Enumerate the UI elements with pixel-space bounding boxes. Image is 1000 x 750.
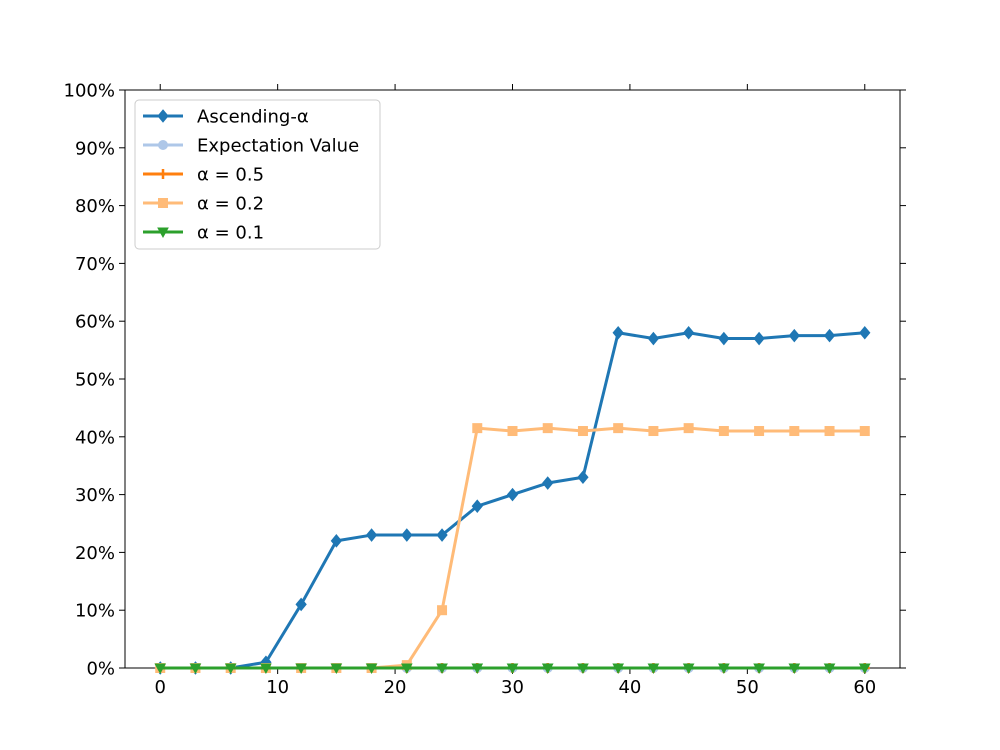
data-point xyxy=(753,331,765,346)
series-3 xyxy=(155,423,870,673)
y-tick-label: 50% xyxy=(75,370,115,391)
data-point xyxy=(577,426,588,437)
data-point xyxy=(471,499,483,513)
data-point xyxy=(647,331,660,346)
data-point xyxy=(330,534,343,548)
data-point xyxy=(436,663,448,675)
y-tick-label: 70% xyxy=(75,254,115,275)
y-axis: 0% 10% 20% 30% 40% 50% 60% 70% 80% 90% 100% xyxy=(64,81,906,680)
data-point xyxy=(189,663,202,675)
legend-label: Expectation Value xyxy=(197,136,359,157)
legend-label: α = 0.2 xyxy=(197,194,264,215)
y-tick-label: 80% xyxy=(75,196,115,217)
data-point xyxy=(436,528,448,542)
legend-marker xyxy=(158,140,168,150)
data-point xyxy=(788,328,800,343)
data-point xyxy=(506,663,519,675)
x-tick-label: 60 xyxy=(853,677,876,698)
data-point xyxy=(682,325,695,340)
data-point xyxy=(789,426,800,437)
series-0 xyxy=(154,325,871,675)
data-point xyxy=(154,663,167,675)
legend-label: α = 0.5 xyxy=(197,165,264,186)
legend-marker xyxy=(158,198,168,208)
data-point xyxy=(472,423,483,434)
legend-marker xyxy=(158,169,168,179)
data-point xyxy=(295,597,307,612)
data-point xyxy=(577,470,589,485)
y-tick-label: 10% xyxy=(75,601,115,622)
data-point xyxy=(401,528,413,542)
data-point xyxy=(400,663,413,675)
y-tick-label: 100% xyxy=(64,81,115,102)
y-tick-label: 40% xyxy=(75,427,115,448)
series-line xyxy=(160,426,865,670)
series-4 xyxy=(154,663,871,675)
data-point xyxy=(365,528,378,542)
legend-entry: α = 0.1 xyxy=(143,223,264,244)
data-point xyxy=(823,663,836,675)
legend: Ascending-α Expectation Value α = 0.5 α = 0… xyxy=(134,99,381,250)
data-point xyxy=(718,426,729,437)
data-point xyxy=(330,663,343,675)
data-point xyxy=(295,663,307,675)
data-point xyxy=(824,426,835,437)
data-point xyxy=(647,663,660,675)
data-point xyxy=(612,663,625,675)
data-point xyxy=(859,325,871,340)
data-point xyxy=(612,325,624,340)
data-point xyxy=(542,423,553,434)
x-tick-label: 40 xyxy=(618,677,641,698)
legend-entry: α = 0.5 xyxy=(143,165,264,186)
data-point xyxy=(613,423,624,434)
legend-label: α = 0.1 xyxy=(197,223,264,244)
data-point xyxy=(365,663,378,675)
y-tick-label: 0% xyxy=(86,659,115,680)
data-point xyxy=(577,663,589,675)
y-tick-label: 30% xyxy=(75,485,115,506)
data-point xyxy=(718,331,730,346)
data-point xyxy=(648,426,659,437)
data-point xyxy=(718,663,730,675)
y-tick-label: 20% xyxy=(75,543,115,564)
data-point xyxy=(506,487,519,502)
legend-entry: Expectation Value xyxy=(143,136,359,157)
legend-marker xyxy=(157,227,169,239)
series-layer xyxy=(154,325,871,675)
data-point xyxy=(541,663,554,675)
y-tick-label: 90% xyxy=(75,138,115,159)
data-point xyxy=(682,663,695,675)
data-point xyxy=(471,663,484,675)
data-point xyxy=(542,476,554,490)
legend-box xyxy=(134,99,381,250)
data-point xyxy=(507,426,518,437)
y-tick-label: 60% xyxy=(75,312,115,333)
data-point xyxy=(753,663,765,675)
legend-entry: α = 0.2 xyxy=(143,194,264,215)
x-tick-label: 20 xyxy=(384,677,407,698)
legend-label: Ascending-α xyxy=(197,107,309,128)
x-tick-label: 30 xyxy=(501,677,524,698)
data-point xyxy=(788,663,801,675)
x-tick-label: 0 xyxy=(155,677,166,698)
data-point xyxy=(260,663,272,675)
data-point xyxy=(858,663,871,675)
data-point xyxy=(437,605,448,616)
data-point xyxy=(823,328,836,343)
legend-entry: Ascending-α xyxy=(143,107,309,128)
legend-marker xyxy=(157,109,169,123)
x-tick-label: 10 xyxy=(266,677,289,698)
data-point xyxy=(754,426,765,437)
data-point xyxy=(859,426,870,437)
data-point xyxy=(683,423,694,434)
data-point xyxy=(224,663,237,675)
x-tick-label: 50 xyxy=(736,677,759,698)
